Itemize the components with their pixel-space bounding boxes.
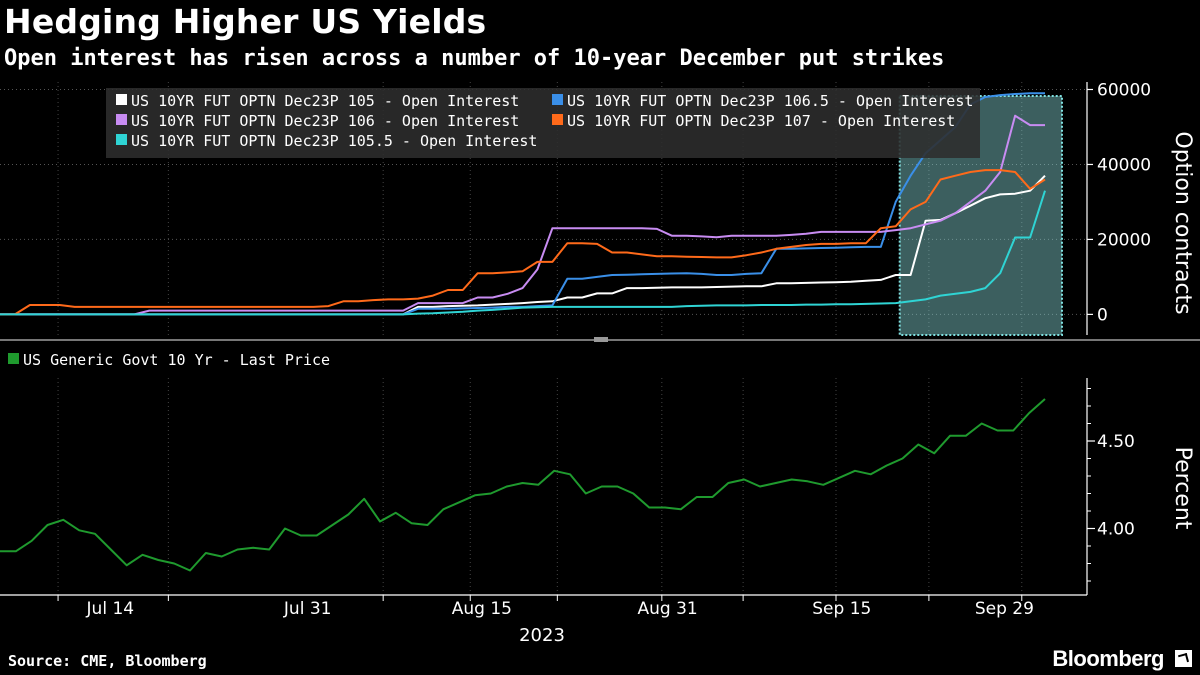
- legend-swatch: [116, 134, 127, 145]
- x-axis: Jul 14 Jul 31 Aug 15 Aug 31 Sep 15 Sep 29: [57, 595, 1034, 619]
- legend-label: US 10YR FUT OPTN Dec23P 107 - Open Inter…: [567, 112, 955, 130]
- legend-label: US 10YR FUT OPTN Dec23P 105.5 - Open Int…: [131, 132, 537, 150]
- series-line: [0, 169, 1046, 316]
- terminal-arrow-icon: [1175, 650, 1192, 667]
- y-tick-label: 4.00: [1097, 520, 1135, 540]
- legend-box: [106, 88, 980, 158]
- top-series-lines: [0, 92, 1046, 316]
- legend-swatch: [116, 114, 127, 125]
- chart-title: Hedging Higher US Yields: [4, 2, 487, 41]
- bottom-y-axis-label: Percent: [1170, 447, 1195, 530]
- bloomberg-logo: Bloomberg: [1052, 646, 1164, 671]
- legend-item: US 10YR FUT OPTN Dec23P 105.5 - Open Int…: [116, 132, 537, 150]
- legend-item: US 10YR FUT OPTN Dec23P 105 - Open Inter…: [116, 92, 519, 110]
- y-tick-label: 40000: [1097, 155, 1151, 175]
- x-tick-label: Sep 15: [812, 599, 871, 619]
- legend-item: US 10YR FUT OPTN Dec23P 107 - Open Inter…: [552, 112, 955, 130]
- x-tick-label: Sep 29: [975, 599, 1034, 619]
- bottom-series-lines: [0, 398, 1046, 572]
- legend-swatch: [8, 353, 19, 364]
- legend-item: US 10YR FUT OPTN Dec23P 106.5 - Open Int…: [552, 92, 973, 110]
- bottom-gridlines: [57, 378, 1023, 595]
- legend-label: US 10YR FUT OPTN Dec23P 106.5 - Open Int…: [567, 92, 973, 110]
- bottom-y-axis: 4.00 4.50: [1086, 378, 1135, 595]
- x-axis-year-label: 2023: [519, 625, 565, 646]
- x-tick-label: Aug 15: [452, 599, 512, 619]
- x-tick-label: Jul 31: [283, 599, 332, 619]
- legend-swatch: [552, 114, 563, 125]
- legend-label: US 10YR FUT OPTN Dec23P 106 - Open Inter…: [131, 112, 519, 130]
- series-line: [0, 190, 1046, 316]
- y-tick-label: 4.50: [1097, 432, 1135, 452]
- x-tick-label: Jul 14: [86, 599, 135, 619]
- panel-divider-handle[interactable]: [594, 337, 608, 342]
- chart-subtitle: Open interest has risen across a number …: [4, 46, 945, 71]
- series-line: [0, 114, 1045, 316]
- y-tick-label: 0: [1097, 305, 1108, 325]
- source-note: Source: CME, Bloomberg: [8, 652, 207, 670]
- legend-swatch: [552, 94, 563, 105]
- top-y-axis: 0 20000 40000 60000: [1086, 80, 1151, 335]
- legend-label: US Generic Govt 10 Yr - Last Price: [23, 351, 330, 369]
- series-line: [0, 398, 1046, 572]
- y-tick-label: 60000: [1097, 80, 1151, 100]
- top-y-axis-label: Option contracts: [1170, 131, 1195, 314]
- series-line: [0, 174, 1046, 316]
- legend-label: US 10YR FUT OPTN Dec23P 105 - Open Inter…: [131, 92, 519, 110]
- legend-swatch: [116, 94, 127, 105]
- legend-item: US 10YR FUT OPTN Dec23P 106 - Open Inter…: [116, 112, 519, 130]
- x-tick-label: Aug 31: [638, 599, 698, 619]
- y-tick-label: 20000: [1097, 230, 1151, 250]
